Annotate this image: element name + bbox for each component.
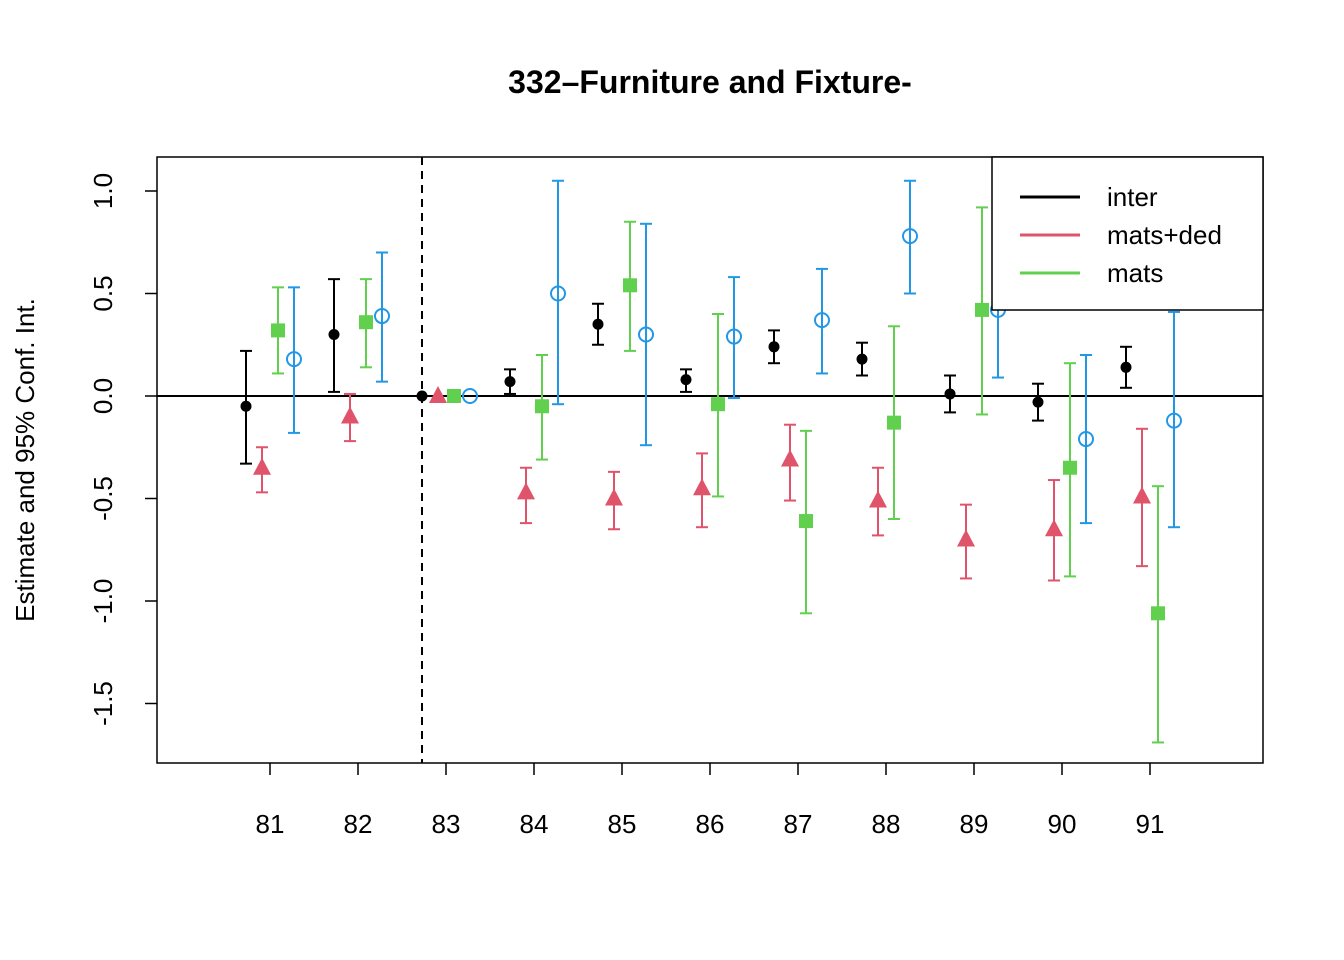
point-mats [1063, 460, 1077, 475]
x-tick-label: 88 [872, 809, 901, 839]
point-mats [799, 514, 813, 529]
point-mats [887, 415, 901, 430]
point-mats [711, 397, 725, 412]
point-mats [535, 399, 549, 414]
legend-entry: mats+ded [1107, 220, 1222, 250]
point-mats [1151, 606, 1165, 621]
point-mats-ded [253, 457, 271, 475]
point-unlabeled [286, 351, 302, 368]
x-tick-label: 84 [520, 809, 549, 839]
legend-entry: inter [1107, 182, 1158, 212]
x-tick-label: 82 [344, 809, 373, 839]
point-inter [592, 318, 604, 330]
x-tick-label: 86 [696, 809, 725, 839]
y-tick-label: -1.0 [88, 579, 118, 624]
point-inter [768, 341, 780, 353]
point-inter [328, 329, 340, 340]
x-tick-label: 89 [960, 809, 989, 839]
y-tick-label: 1.0 [88, 173, 118, 209]
point-inter [240, 400, 252, 412]
y-tick-label: 0.5 [88, 275, 118, 311]
point-inter [416, 390, 428, 402]
point-inter [1120, 361, 1132, 373]
x-tick-label: 81 [256, 809, 285, 839]
point-inter [944, 388, 956, 400]
y-tick-label: -0.5 [88, 476, 118, 521]
plot-area: 81 82 83 84 85 86 87 88 89 90 91 -1.5 -1.0 -0.5 0.0 0.5… [88, 156, 1264, 839]
point-mats [623, 278, 637, 293]
x-tick-label: 90 [1048, 809, 1077, 839]
point-unlabeled [374, 308, 390, 325]
point-unlabeled [726, 328, 742, 345]
point-mats-ded [605, 488, 623, 506]
point-inter [856, 353, 868, 365]
point-unlabeled [1166, 412, 1182, 429]
point-unlabeled [638, 326, 654, 343]
point-mats-ded [1045, 519, 1063, 537]
point-unlabeled [1078, 431, 1094, 448]
point-mats [271, 323, 285, 338]
y-axis-label: Estimate and 95% Conf. Int. [10, 298, 40, 622]
point-mats-ded [517, 482, 535, 500]
point-mats-ded [693, 478, 711, 496]
point-mats-ded [957, 529, 975, 547]
point-mats [359, 315, 373, 330]
x-tick-label: 87 [784, 809, 813, 839]
point-mats-ded [869, 490, 887, 508]
point-unlabeled [902, 228, 918, 245]
x-tick-label: 85 [608, 809, 637, 839]
y-tick-label: 0.0 [88, 378, 118, 414]
x-tick-label: 91 [1136, 809, 1165, 839]
point-mats [447, 389, 461, 403]
point-inter [1032, 396, 1044, 408]
point-mats [975, 302, 989, 317]
point-inter [680, 374, 692, 386]
point-unlabeled [462, 388, 478, 404]
point-mats-ded [1133, 486, 1151, 504]
point-mats-ded [341, 406, 359, 424]
chart-title: 332–Furniture and Fixture- [508, 64, 912, 100]
point-mats-ded [429, 386, 447, 403]
point-unlabeled [550, 285, 566, 302]
legend-entry: mats [1107, 258, 1163, 288]
point-unlabeled [814, 312, 830, 329]
x-tick-label: 83 [432, 809, 461, 839]
point-mats-ded [781, 449, 799, 467]
point-inter [504, 376, 516, 388]
y-tick-label: -1.5 [88, 681, 118, 726]
